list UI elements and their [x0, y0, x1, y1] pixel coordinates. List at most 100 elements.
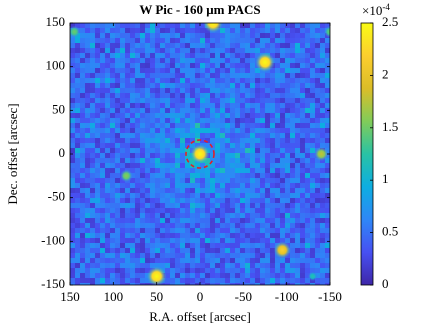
background-pixel — [210, 73, 215, 78]
background-pixel — [155, 233, 160, 238]
background-pixel — [250, 273, 255, 278]
background-pixel — [120, 23, 125, 28]
background-pixel — [115, 83, 120, 88]
background-pixel — [285, 203, 290, 208]
background-pixel — [155, 23, 160, 28]
background-pixel — [70, 78, 75, 83]
background-pixel — [185, 98, 190, 103]
background-pixel — [155, 148, 160, 153]
background-pixel — [320, 38, 325, 43]
background-pixel — [90, 28, 95, 33]
background-pixel — [270, 68, 275, 73]
background-pixel — [265, 248, 270, 253]
background-pixel — [185, 73, 190, 78]
background-pixel — [325, 233, 330, 238]
background-pixel — [150, 258, 155, 263]
background-pixel — [130, 83, 135, 88]
background-pixel — [235, 78, 240, 83]
background-pixel — [250, 33, 255, 38]
background-pixel — [245, 233, 250, 238]
background-pixel — [130, 73, 135, 78]
background-pixel — [110, 173, 115, 178]
background-pixel — [215, 83, 220, 88]
background-pixel — [290, 153, 295, 158]
background-pixel — [140, 243, 145, 248]
background-pixel — [200, 278, 205, 283]
background-pixel — [235, 133, 240, 138]
background-pixel — [165, 113, 170, 118]
background-pixel — [300, 228, 305, 233]
background-pixel — [260, 78, 265, 83]
background-pixel — [250, 58, 255, 63]
background-pixel — [325, 83, 330, 88]
background-pixel — [225, 68, 230, 73]
background-pixel — [185, 168, 190, 173]
background-pixel — [310, 223, 315, 228]
background-pixel — [165, 188, 170, 193]
background-pixel — [130, 268, 135, 273]
background-pixel — [180, 233, 185, 238]
background-pixel — [140, 68, 145, 73]
background-pixel — [120, 193, 125, 198]
background-pixel — [255, 23, 260, 28]
background-pixel — [225, 248, 230, 253]
background-pixel — [310, 283, 315, 285]
background-pixel — [220, 98, 225, 103]
background-pixel — [195, 193, 200, 198]
background-pixel — [235, 228, 240, 233]
background-pixel — [290, 83, 295, 88]
background-pixel — [205, 243, 210, 248]
background-pixel — [105, 158, 110, 163]
background-pixel — [100, 68, 105, 73]
background-pixel — [130, 163, 135, 168]
background-pixel — [100, 23, 105, 28]
background-pixel — [255, 78, 260, 83]
background-pixel — [165, 88, 170, 93]
background-pixel — [235, 243, 240, 248]
background-pixel — [145, 173, 150, 178]
background-pixel — [215, 193, 220, 198]
background-pixel — [190, 143, 195, 148]
background-pixel — [215, 108, 220, 113]
background-pixel — [320, 28, 325, 33]
background-pixel — [240, 218, 245, 223]
background-pixel — [170, 163, 175, 168]
background-pixel — [70, 133, 75, 138]
background-pixel — [115, 168, 120, 173]
background-pixel — [290, 53, 295, 58]
background-pixel — [170, 213, 175, 218]
background-pixel — [210, 43, 215, 48]
background-pixel — [210, 198, 215, 203]
background-pixel — [105, 188, 110, 193]
background-pixel — [240, 168, 245, 173]
background-pixel — [260, 38, 265, 43]
background-pixel — [325, 178, 330, 183]
background-pixel — [175, 178, 180, 183]
background-pixel — [215, 273, 220, 278]
background-pixel — [325, 188, 330, 193]
background-pixel — [195, 243, 200, 248]
background-pixel — [220, 53, 225, 58]
background-pixel — [260, 203, 265, 208]
colorbar-tick-label: 0.5 — [382, 224, 398, 239]
background-pixel — [85, 213, 90, 218]
background-pixel — [120, 198, 125, 203]
background-pixel — [200, 73, 205, 78]
background-pixel — [125, 38, 130, 43]
background-pixel — [260, 28, 265, 33]
background-pixel — [155, 98, 160, 103]
background-pixel — [265, 48, 270, 53]
background-pixel — [210, 188, 215, 193]
background-pixel — [125, 133, 130, 138]
background-pixel — [315, 68, 320, 73]
source — [146, 266, 167, 285]
background-pixel — [115, 218, 120, 223]
background-pixel — [325, 78, 330, 83]
background-pixel — [215, 238, 220, 243]
background-pixel — [230, 38, 235, 43]
background-pixel — [170, 218, 175, 223]
background-pixel — [295, 153, 300, 158]
background-pixel — [125, 193, 130, 198]
background-pixel — [315, 213, 320, 218]
background-pixel — [90, 118, 95, 123]
